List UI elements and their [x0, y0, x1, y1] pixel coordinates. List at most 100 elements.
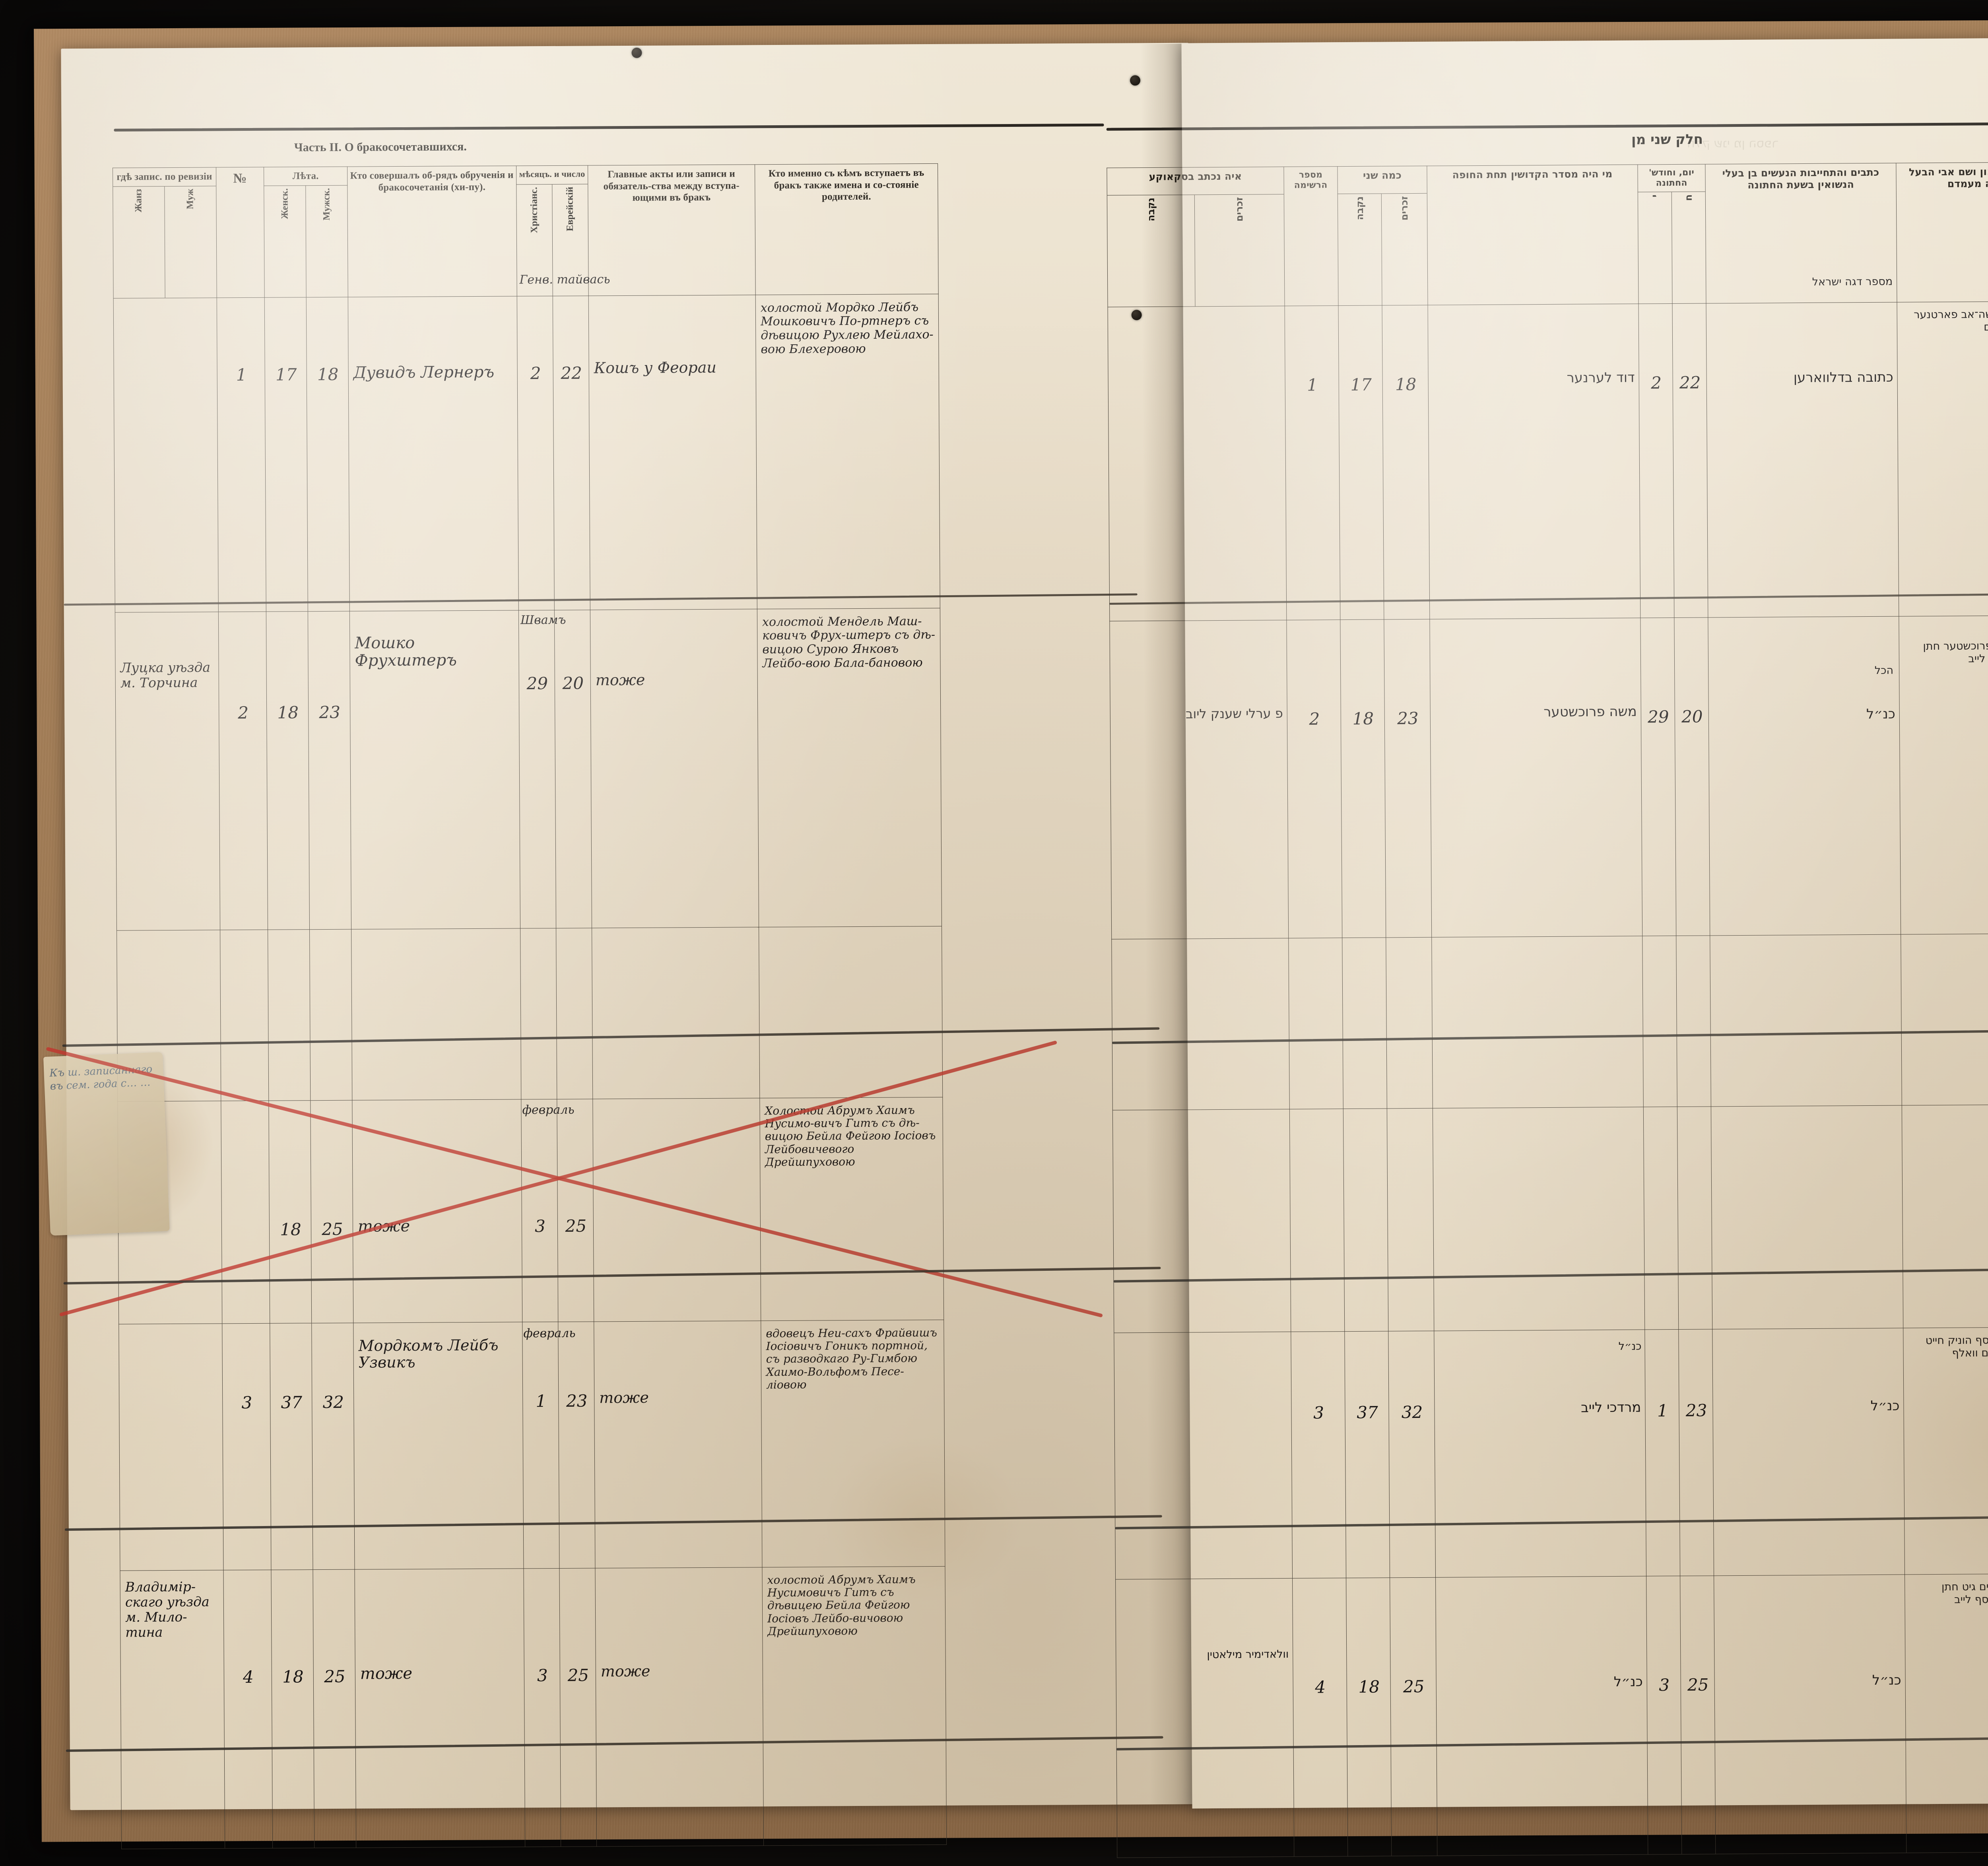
cell-officiant[interactable]: Мордкомъ Лейбъ Узвикъ — [353, 1322, 524, 1569]
cell-register-no[interactable] — [1288, 938, 1343, 1109]
cell-age-male[interactable]: 23 — [1384, 619, 1432, 938]
cell-writings[interactable] — [1710, 934, 1902, 1107]
cell-where[interactable] — [113, 297, 219, 612]
cell-where-written[interactable] — [1108, 306, 1287, 621]
cell-who-with-whom[interactable] — [759, 926, 943, 1098]
pasted-correction-slip[interactable]: Къ ш. записаннаго въ сем. года с… … — [43, 1052, 170, 1236]
cell-who-with-whom[interactable]: вдовецъ Неи-сахъ Фрайвишъ Іосіовичъ Гони… — [761, 1319, 945, 1567]
cell-age-male[interactable]: 18 — [306, 297, 350, 612]
cell-writings[interactable]: הכל כנ״ל — [1708, 616, 1901, 936]
cell-register-no[interactable]: 3 — [1291, 1331, 1346, 1579]
cell-day[interactable] — [1643, 1107, 1679, 1330]
cell-register-no[interactable] — [1289, 1109, 1345, 1332]
cell-month-christian[interactable]: февраль 1 — [522, 1321, 576, 1569]
cell-parties[interactable]: בחור מענדיל בן משה פרוכשטער חתן בתולה שר… — [1899, 615, 1988, 934]
cell-age-male[interactable]: 32 — [1388, 1331, 1436, 1578]
cell-who-with-whom[interactable]: Холостой Абрумъ Хаимъ Нусимо-вичъ Гитъ с… — [759, 1097, 944, 1321]
cell-month[interactable]: 22 — [1672, 303, 1708, 618]
cell-who-with-whom[interactable]: холостой Абрумъ Хаимъ Нусимовичъ Гитъ съ… — [762, 1566, 947, 1846]
cell-age-male[interactable] — [1387, 1108, 1434, 1331]
cell-age-male[interactable] — [309, 929, 352, 1101]
table-row[interactable]: Владимір-скаго уѣзда м. Мило-тина 4 18 2… — [120, 1566, 947, 1849]
cell-arranger[interactable] — [1431, 936, 1644, 1109]
cell-writings[interactable]: כנ״ל — [1714, 1574, 1906, 1854]
table-row-blank[interactable] — [116, 926, 943, 1101]
table-row[interactable]: 3 37 32 כנ״ל מרדכי לייב 1 23 כנ״ל אלמן י… — [1114, 1326, 1988, 1580]
cell-where[interactable]: Луцка уѣзда м. Торчина — [115, 612, 220, 930]
cell-acts[interactable]: тоже — [590, 609, 759, 928]
cell-number[interactable]: 1 — [217, 297, 266, 612]
cell-age-female[interactable]: 18 — [1346, 1577, 1392, 1856]
cell-month-christian[interactable] — [520, 928, 557, 1099]
cell-month-christian[interactable]: февраль 3 — [521, 1099, 575, 1322]
cell-age-male[interactable]: 32 — [311, 1322, 355, 1570]
cell-arranger[interactable] — [1433, 1107, 1645, 1331]
cell-day-jewish[interactable]: 20 — [554, 610, 592, 928]
table-row[interactable]: Луцка уѣзда м. Торчина 2 18 23 Мошко Фру… — [115, 608, 942, 930]
cell-number[interactable]: 2 — [218, 611, 268, 930]
cell-arranger[interactable]: כנ״ל מרדכי לייב — [1434, 1329, 1646, 1578]
cell-parties[interactable]: בחור מרדכי לייב בן משה־אב פארטנער חתן בת… — [1897, 301, 1988, 616]
cell-parties[interactable] — [1901, 933, 1988, 1105]
table-row-voided[interactable]: 18 25 тоже февраль 3 25 Холостой Абрумъ … — [117, 1097, 944, 1324]
cell-age-female[interactable] — [1342, 937, 1387, 1109]
cell-officiant[interactable] — [351, 928, 521, 1100]
cell-age-male[interactable]: 25 — [310, 1100, 353, 1323]
cell-where-written[interactable] — [1111, 938, 1290, 1111]
cell-age-male[interactable]: 23 — [308, 611, 351, 930]
cell-writings[interactable]: מספר דגה ישראל כתובה בדלווארען — [1706, 276, 1899, 617]
table-row[interactable]: 1 17 18 דוד לערנער 2 22 מספר דגה ישראל כ… — [1108, 276, 1988, 621]
cell-month-christian[interactable]: Генв. тайвась 2 — [517, 272, 610, 610]
cell-acts[interactable] — [592, 1098, 761, 1322]
cell-day[interactable]: 1 — [1644, 1329, 1680, 1576]
cell-register-no[interactable]: 2 — [1286, 619, 1342, 938]
cell-age-female[interactable]: 37 — [270, 1323, 313, 1570]
cell-acts[interactable]: тоже — [595, 1567, 764, 1847]
table-row-blank[interactable] — [1111, 933, 1988, 1111]
cell-who-with-whom[interactable]: холостой Мендель Маш-ковичъ Фрух-штеръ с… — [757, 608, 942, 927]
cell-officiant[interactable]: Мошко Фрухштеръ — [349, 610, 520, 929]
cell-where-written[interactable]: וולאדימיר מילאטין — [1115, 1578, 1294, 1858]
cell-writings[interactable] — [1711, 1105, 1903, 1329]
cell-age-male[interactable]: 25 — [1390, 1577, 1437, 1856]
cell-age-female[interactable]: 17 — [1338, 305, 1384, 620]
cell-officiant[interactable]: Дувидъ Лернеръ — [348, 296, 519, 611]
cell-who-with-whom[interactable]: холостой Мордко Лейбъ Мошковичъ По-ртнер… — [755, 293, 940, 609]
cell-age-female[interactable]: 18 — [266, 611, 310, 930]
cell-register-no[interactable]: 4 — [1292, 1578, 1348, 1857]
cell-where-written[interactable]: פ ערלי שענק ליוב — [1109, 620, 1289, 940]
cell-arranger[interactable]: דוד לערנער — [1427, 303, 1640, 619]
cell-acts[interactable] — [592, 927, 760, 1099]
table-row[interactable]: 3 37 32 Мордкомъ Лейбъ Узвикъ февраль 1 … — [118, 1319, 945, 1571]
cell-register-no[interactable]: 1 — [1285, 305, 1340, 620]
cell-parties[interactable]: בחור אברהם חיים בן נסים גיט חתן בתולה בי… — [1905, 1573, 1988, 1853]
cell-month[interactable]: 25 — [1680, 1575, 1716, 1854]
cell-where[interactable] — [118, 1323, 223, 1571]
cell-number[interactable]: 3 — [222, 1323, 271, 1570]
table-row-voided[interactable] — [1112, 1104, 1988, 1333]
cell-day[interactable]: 2 — [1638, 303, 1674, 618]
cell-parties[interactable]: אלמן ישכר פרייוויש בן יוסף הוניק חייט עם… — [1903, 1326, 1988, 1575]
cell-acts[interactable]: тоже — [594, 1320, 762, 1568]
cell-month-christian[interactable]: Швамъ 29 — [518, 610, 566, 928]
table-row[interactable]: 1 17 18 Дувидъ Лернеръ Генв. тайвась 2 2… — [113, 272, 940, 612]
cell-where-written[interactable] — [1112, 1109, 1291, 1333]
cell-writings[interactable]: כנ״ל — [1712, 1328, 1905, 1576]
cell-day[interactable]: 29 — [1640, 617, 1676, 936]
cell-month-christian[interactable]: 3 — [523, 1568, 561, 1847]
cell-day-jewish[interactable]: 25 — [557, 1099, 594, 1322]
cell-day-jewish[interactable]: 22 — [553, 295, 590, 610]
cell-number[interactable] — [220, 929, 269, 1101]
table-row[interactable]: פ ערלי שענק ליוב 2 18 23 משה פרוכשטער 29… — [1109, 615, 1988, 940]
cell-officiant[interactable]: тоже — [354, 1568, 525, 1848]
cell-age-female[interactable]: 18 — [271, 1569, 315, 1848]
cell-age-female[interactable] — [1343, 1108, 1388, 1332]
cell-officiant[interactable]: тоже — [352, 1099, 522, 1323]
table-row[interactable]: וולאדימיר מילאטין 4 18 25 כנ״ל 3 25 כנ״ל… — [1115, 1573, 1988, 1858]
cell-arranger[interactable]: כנ״ל — [1435, 1576, 1648, 1856]
cell-day-jewish[interactable] — [556, 928, 593, 1099]
cell-age-female[interactable]: 18 — [268, 1100, 312, 1323]
cell-arranger[interactable]: משה פרוכשטער — [1429, 617, 1642, 938]
cell-number[interactable] — [221, 1100, 270, 1324]
cell-age-male[interactable]: 25 — [313, 1569, 356, 1848]
